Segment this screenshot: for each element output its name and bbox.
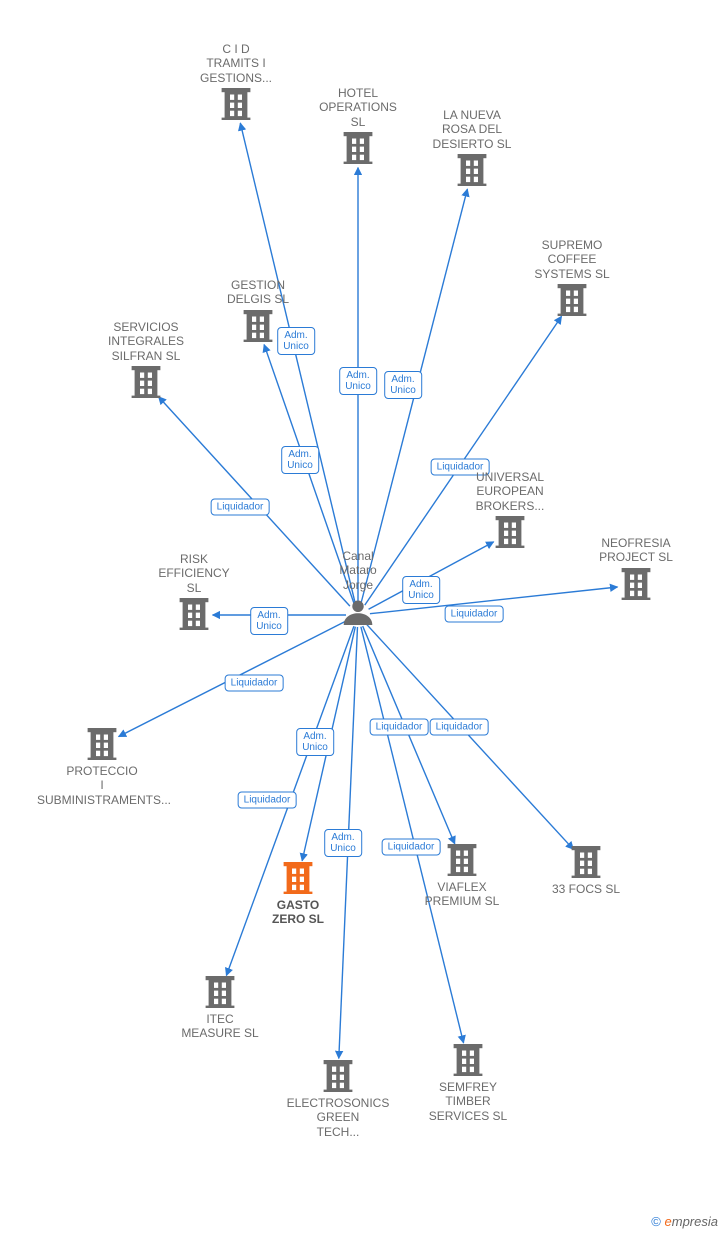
- node-label: GASTO ZERO SL: [233, 898, 363, 927]
- company-node: [344, 132, 373, 164]
- company-node: [458, 154, 487, 186]
- node-label: RISK EFFICIENCY SL: [129, 552, 259, 595]
- node-label: VIAFLEX PREMIUM SL: [397, 880, 527, 909]
- company-node: [558, 284, 587, 316]
- company-node: [496, 516, 525, 548]
- company-node: [324, 1060, 353, 1092]
- edge-tag: Adm. Unico: [281, 446, 319, 474]
- node-label: HOTEL OPERATIONS SL: [293, 86, 423, 129]
- node-label: ELECTROSONICS GREEN TECH...: [273, 1096, 403, 1139]
- company-node: [572, 846, 601, 878]
- watermark: © empresia: [651, 1214, 718, 1229]
- center-label: Canal Mataro Jorge: [328, 549, 388, 592]
- company-node: [180, 598, 209, 630]
- company-node: [622, 568, 651, 600]
- copyright-symbol: ©: [651, 1214, 661, 1229]
- edge-tag: Adm. Unico: [250, 607, 288, 635]
- node-label: SEMFREY TIMBER SERVICES SL: [403, 1080, 533, 1123]
- node-label: ITEC MEASURE SL: [155, 1012, 285, 1041]
- brand-e: e: [665, 1214, 672, 1229]
- company-node: [206, 976, 235, 1008]
- company-node: [132, 366, 161, 398]
- company-node: [244, 310, 273, 342]
- node-label: PROTECCIO I SUBMINISTRAMENTS...: [37, 764, 167, 807]
- node-label: NEOFRESIA PROJECT SL: [571, 536, 701, 565]
- company-node: [88, 728, 117, 760]
- company-node: [454, 1044, 483, 1076]
- company-node: [222, 88, 251, 120]
- edge-tag: Liquidador: [370, 719, 429, 736]
- company-node: [448, 844, 477, 876]
- edge-line: [361, 627, 464, 1043]
- node-label: LA NUEVA ROSA DEL DESIERTO SL: [407, 108, 537, 151]
- brand-rest: mpresia: [672, 1214, 718, 1229]
- company-node: [284, 862, 313, 894]
- edge-tag: Adm. Unico: [277, 327, 315, 355]
- edge-tag: Liquidador: [445, 606, 504, 623]
- edge-line: [366, 624, 573, 849]
- node-label: C I D TRAMITS I GESTIONS...: [171, 42, 301, 85]
- edge-tag: Adm. Unico: [339, 367, 377, 395]
- edge-line: [240, 123, 355, 603]
- diagram-canvas: [0, 0, 728, 1235]
- node-label: GESTION DELGIS SL: [193, 278, 323, 307]
- node-label: SUPREMO COFFEE SYSTEMS SL: [507, 238, 637, 281]
- edge-tag: Liquidador: [382, 839, 441, 856]
- edge-tag: Liquidador: [211, 499, 270, 516]
- edge-tag: Liquidador: [225, 675, 284, 692]
- edge-tag: Adm. Unico: [296, 728, 334, 756]
- edge-tag: Adm. Unico: [402, 576, 440, 604]
- node-label: SERVICIOS INTEGRALES SILFRAN SL: [81, 320, 211, 363]
- node-label: 33 FOCS SL: [521, 882, 651, 896]
- edge-tag: Liquidador: [238, 792, 297, 809]
- node-label: UNIVERSAL EUROPEAN BROKERS...: [445, 470, 575, 513]
- edge-tag: Adm. Unico: [324, 829, 362, 857]
- edge-tag: Adm. Unico: [384, 371, 422, 399]
- edge-tag: Liquidador: [430, 719, 489, 736]
